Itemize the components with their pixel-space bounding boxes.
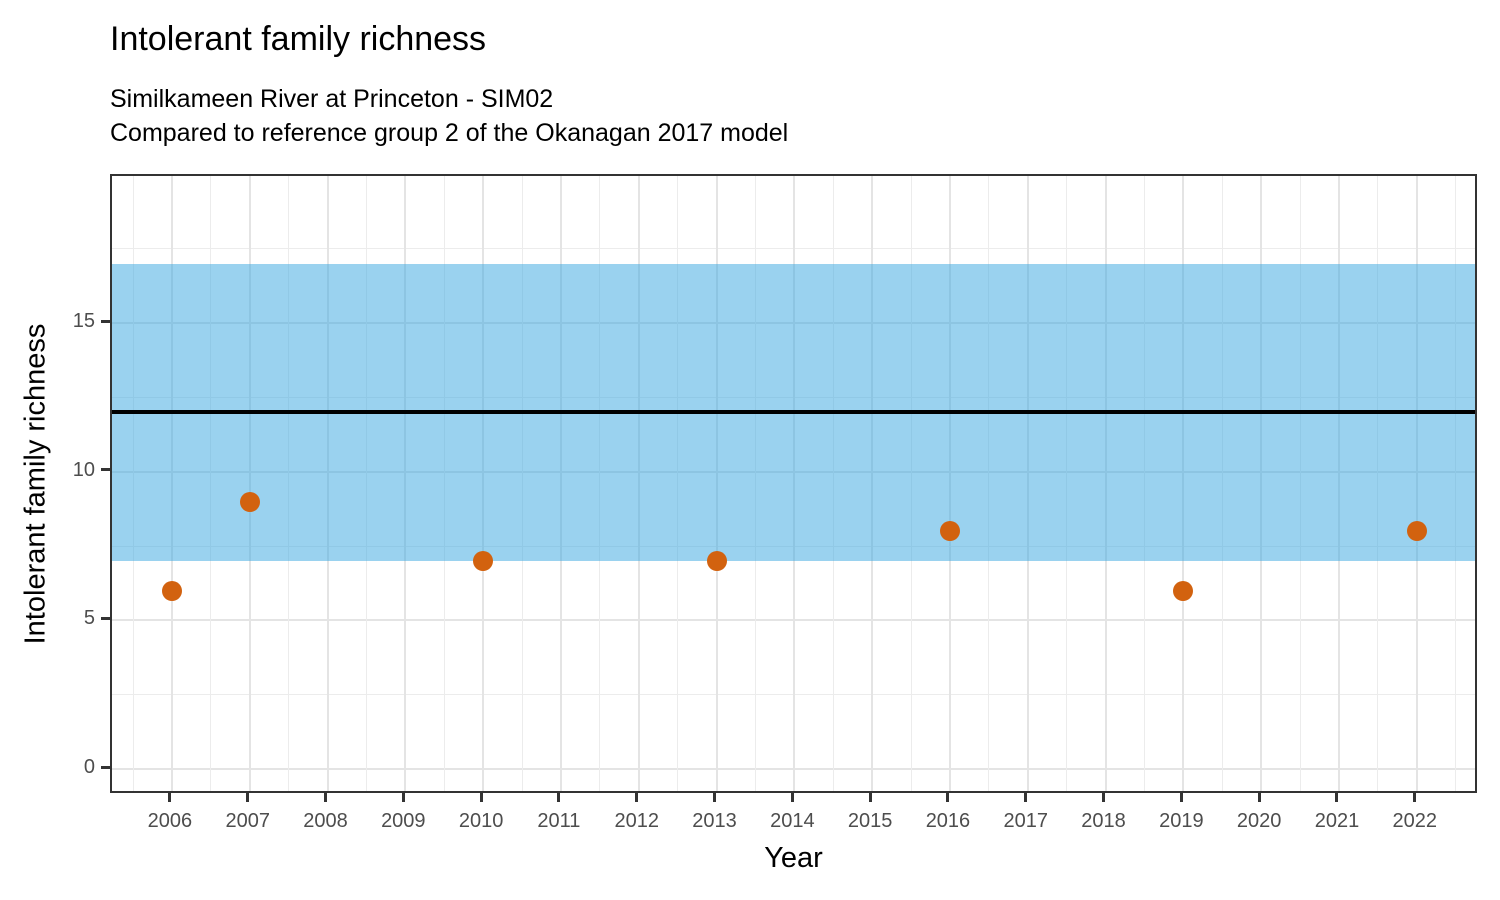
x-tick-label: 2015 — [847, 810, 893, 832]
subtitle-line-1: Similkameen River at Princeton - SIM02 — [110, 85, 554, 113]
y-axis-title: Intolerant family richness — [19, 323, 52, 645]
x-tick-label: 2021 — [1314, 810, 1360, 832]
x-tick-mark — [557, 793, 561, 802]
x-tick-label: 2017 — [1003, 810, 1048, 832]
x-tick-label: 2014 — [770, 810, 815, 832]
y-tick-label: 5 — [83, 607, 95, 630]
reference-line — [112, 410, 1475, 415]
x-tick-label: 2007 — [225, 810, 270, 832]
x-tick-label: 2020 — [1236, 810, 1282, 832]
x-tick-label: 2009 — [381, 810, 426, 832]
x-tick-mark — [1413, 793, 1417, 802]
x-tick-mark — [1257, 793, 1261, 802]
data-point-2006 — [161, 580, 182, 601]
x-tick-mark — [1024, 793, 1028, 802]
data-point-2022 — [1406, 521, 1427, 542]
x-tick-label: 2010 — [458, 810, 504, 832]
x-tick-label: 2016 — [925, 810, 971, 832]
x-tick-mark — [1102, 793, 1106, 802]
plot-panel — [110, 174, 1477, 793]
chart-title: Intolerant family richness — [110, 20, 487, 58]
x-tick-label: 2012 — [614, 810, 659, 832]
y-tick-label: 15 — [72, 310, 95, 333]
y-tick-mark — [101, 765, 110, 769]
x-tick-label: 2019 — [1159, 810, 1204, 832]
x-axis-title: Year — [764, 842, 823, 874]
x-tick-mark — [713, 793, 717, 802]
x-tick-mark — [1179, 793, 1183, 802]
data-point-2016 — [939, 521, 960, 542]
x-tick-label: 2011 — [537, 810, 581, 832]
y-tick-label: 10 — [72, 458, 95, 481]
x-tick-mark — [479, 793, 483, 802]
x-tick-label: 2018 — [1081, 810, 1126, 832]
x-tick-mark — [790, 793, 794, 802]
x-tick-label: 2013 — [692, 810, 737, 832]
x-tick-label: 2006 — [147, 810, 193, 832]
x-tick-mark — [635, 793, 639, 802]
x-tick-mark — [246, 793, 250, 802]
data-point-2019 — [1173, 580, 1194, 601]
data-point-2007 — [239, 491, 260, 512]
data-point-2010 — [473, 551, 494, 572]
x-tick-mark — [946, 793, 950, 802]
chart-subtitle: Similkameen River at Princeton - SIM02 C… — [110, 82, 788, 150]
subtitle-line-2: Compared to reference group 2 of the Oka… — [110, 119, 789, 147]
y-tick-label: 0 — [83, 756, 95, 779]
x-tick-mark — [868, 793, 872, 802]
x-tick-mark — [168, 793, 172, 802]
x-tick-mark — [401, 793, 405, 802]
x-tick-mark — [1335, 793, 1339, 802]
x-tick-label: 2022 — [1392, 810, 1438, 832]
y-tick-mark — [101, 319, 110, 323]
data-point-2013 — [706, 551, 727, 572]
y-tick-mark — [101, 616, 110, 620]
x-tick-label: 2008 — [303, 810, 348, 832]
x-tick-mark — [324, 793, 327, 802]
y-tick-mark — [101, 468, 110, 472]
